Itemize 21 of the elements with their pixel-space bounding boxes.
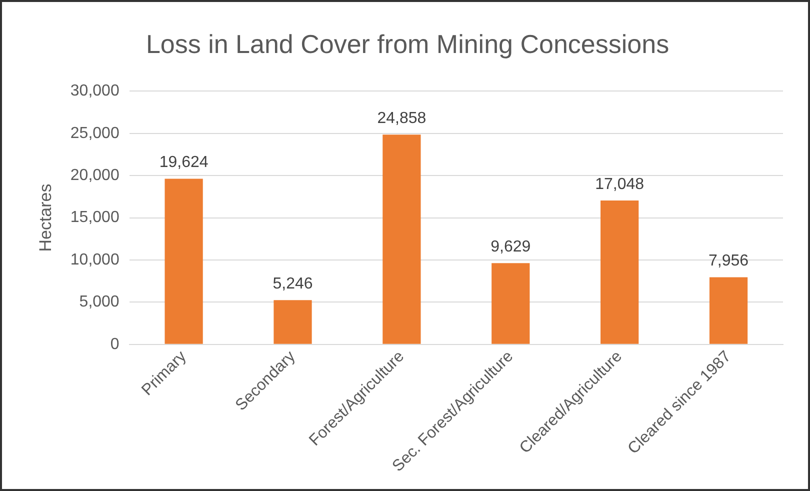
data-label: 5,246 [272,275,313,292]
bar [274,300,312,344]
data-label: 17,048 [595,176,644,193]
data-label: 24,858 [377,110,426,127]
bar [492,263,530,344]
y-axis-title: Hectares [36,184,55,252]
y-tick-label: 20,000 [70,166,120,184]
y-tick-label: 15,000 [70,209,120,226]
bar [709,277,748,344]
data-label: 9,629 [490,238,531,256]
bar [382,134,421,344]
data-label: 19,624 [159,154,208,172]
bar [164,178,203,344]
y-tick-label: 25,000 [70,124,120,142]
y-tick-label: 30,000 [70,82,120,100]
y-tick-label: 5,000 [79,294,120,311]
bar [600,200,639,344]
y-tick-label: 10,000 [70,251,120,268]
chart-title: Loss in Land Cover from Mining Concessions [146,28,670,59]
y-tick-label: 0 [110,336,120,353]
data-label: 7,956 [708,252,749,270]
